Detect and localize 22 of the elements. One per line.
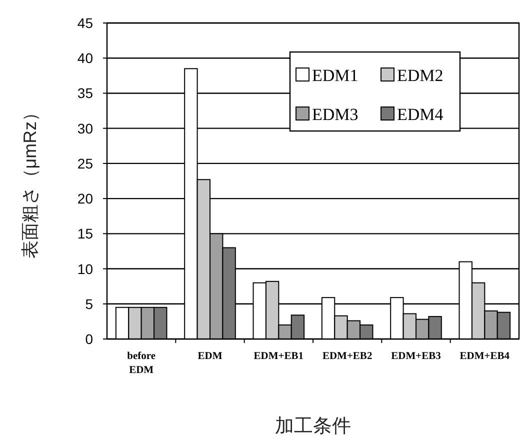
y-tick-label: 30 — [77, 120, 94, 136]
y-tick-label: 0 — [85, 331, 94, 347]
x-tick-label: EDM+EB1 — [254, 351, 304, 362]
x-tick-label: EDM — [198, 351, 222, 362]
y-tick-label: 35 — [77, 85, 94, 102]
y-tick-label: 15 — [77, 226, 94, 242]
y-tick-label: 10 — [77, 260, 94, 277]
y-tick-label: 45 — [77, 15, 94, 31]
legend-label: EDM2 — [397, 66, 444, 85]
y-tick-label: 25 — [77, 155, 94, 172]
x-tick-label: before EDM — [127, 351, 156, 376]
x-axis-title: 加工条件 — [275, 416, 351, 437]
x-tick-label: EDM+EB4 — [460, 351, 510, 362]
legend-label: EDM3 — [312, 105, 358, 124]
y-tick-label: 40 — [77, 50, 94, 66]
legend-label: EDM1 — [312, 66, 358, 85]
y-tick-label: 20 — [77, 190, 94, 207]
y-axis-title: 表面粗さ（μmRz） — [20, 103, 40, 259]
y-tick-label: 5 — [85, 296, 94, 312]
legend-label: EDM4 — [397, 105, 444, 124]
x-tick-label: EDM+EB2 — [322, 351, 372, 362]
x-tick-label: EDM+EB3 — [391, 351, 441, 362]
